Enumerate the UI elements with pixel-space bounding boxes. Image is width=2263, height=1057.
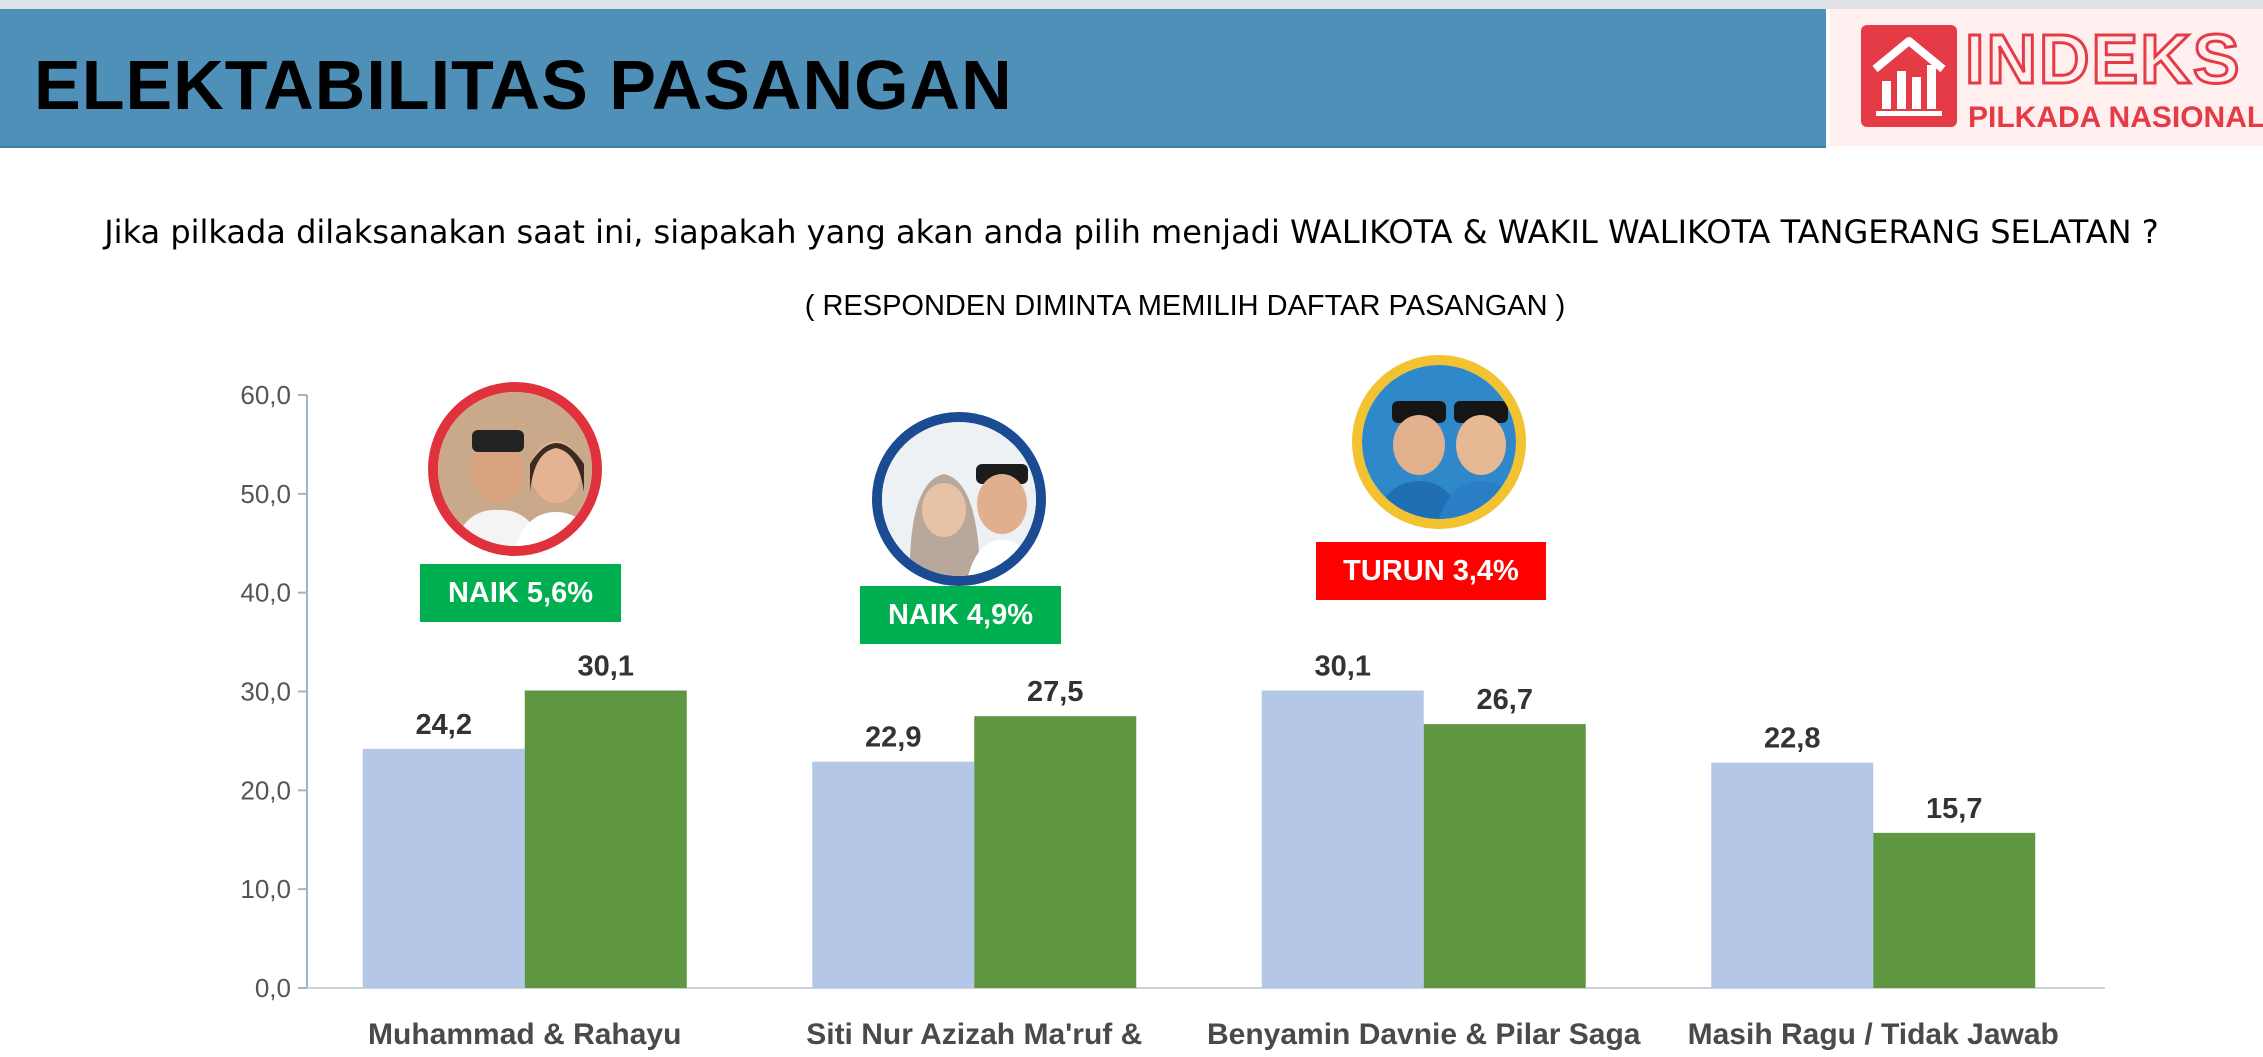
change-badge: TURUN 3,4% [1316, 542, 1546, 600]
value-label: 30,1 [578, 651, 634, 683]
logo-word: INDEKS [1965, 20, 2241, 98]
value-labels: 24,2 30,1 22,9 27,5 30,1 26,7 22,8 15,7 [416, 651, 1983, 825]
value-label: 26,7 [1477, 684, 1533, 716]
header-band: ELEKTABILITAS PASANGAN [0, 9, 1826, 148]
value-label: 30,1 [1315, 651, 1371, 683]
y-tick-label: 0,0 [255, 973, 291, 1003]
bar-series-1 [1261, 690, 1424, 988]
logo-subtitle: PILKADA NASIONAL [1968, 101, 2263, 134]
logo-bar-shape [1912, 77, 1921, 109]
candidate-photo-siti-nur-azizah [872, 412, 1046, 586]
category-label: Muhammad & Rahayu [368, 1018, 681, 1051]
logo-bar-shape [1927, 65, 1936, 109]
bar-series-1 [1711, 762, 1874, 988]
category-label: Siti Nur Azizah Ma'ruf & [806, 1018, 1142, 1051]
logo-base-shape [1876, 111, 1942, 116]
page-title: ELEKTABILITAS PASANGAN [34, 46, 1013, 124]
bar-series-2 [524, 690, 687, 988]
category-label: Masih Ragu / Tidak Jawab [1688, 1018, 2059, 1051]
photo-illustration [882, 422, 1036, 576]
y-tick-label: 40,0 [240, 578, 291, 608]
y-tick-label: 30,0 [240, 677, 291, 707]
category-labels: Muhammad & Rahayu Siti Nur Azizah Ma'ruf … [368, 1018, 2059, 1051]
bar-group [362, 690, 2036, 988]
bar-chart: 0,0 10,0 20,0 30,0 40,0 50,0 60,0 24,2 30,1 22,9… [240, 380, 2105, 1051]
candidate-photo-benyamin-pilar [1352, 355, 1526, 529]
indeks-logo: INDEKS PILKADA NASIONAL [1830, 9, 2263, 146]
bar-series-1 [812, 761, 975, 988]
logo-bar-shape [1897, 71, 1906, 109]
change-badge: NAIK 4,9% [860, 586, 1061, 644]
y-tick-label: 60,0 [240, 380, 291, 410]
value-label: 22,8 [1764, 723, 1820, 755]
photo-illustration [438, 392, 592, 546]
value-label: 27,5 [1027, 676, 1083, 708]
value-label: 22,9 [865, 722, 921, 754]
logo-roof-shape [1872, 37, 1946, 73]
bar-series-2 [1423, 724, 1586, 988]
bar-series-1 [362, 748, 525, 988]
logo-graphic: INDEKS PILKADA NASIONAL [1861, 19, 2263, 134]
photo-illustration [1362, 365, 1516, 519]
category-label: Benyamin Davnie & Pilar Saga [1207, 1018, 1641, 1051]
y-tick-label: 10,0 [240, 874, 291, 904]
value-label: 15,7 [1926, 793, 1982, 825]
survey-question: Jika pilkada dilaksanakan saat ini, siap… [104, 213, 2159, 251]
value-label: 24,2 [416, 709, 472, 741]
bar-series-2 [974, 716, 1137, 988]
y-tick-label: 20,0 [240, 775, 291, 805]
change-badge: NAIK 5,6% [420, 564, 621, 622]
logo-bar-shape [1882, 81, 1891, 109]
survey-subquestion: ( RESPONDEN DIMINTA MEMILIH DAFTAR PASAN… [804, 290, 1566, 322]
candidate-photo-muhammad-rahayu [428, 382, 602, 556]
top-strip [0, 0, 2263, 9]
y-tick-label: 50,0 [240, 479, 291, 509]
bar-series-2 [1873, 832, 2036, 988]
